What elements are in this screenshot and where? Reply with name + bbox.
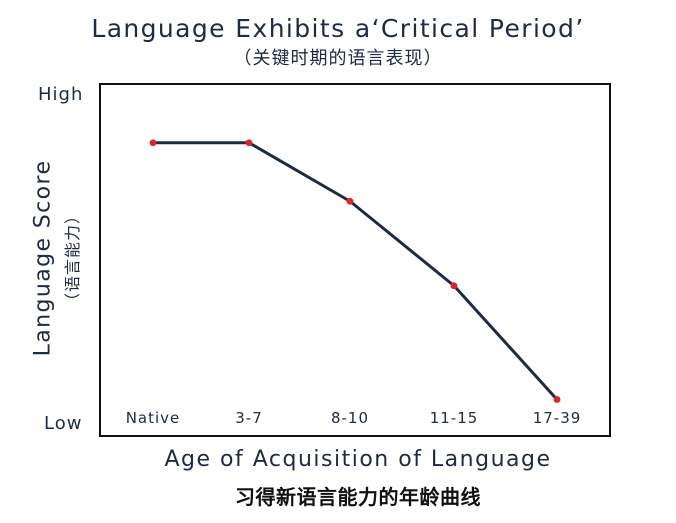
y-tick-low: Low (44, 413, 83, 434)
chart-subtitle: （关键时期的语言表现） (233, 48, 443, 69)
series-line (151, 141, 559, 401)
chart-title: Language Exhibits a‘Critical Period’ (91, 14, 585, 43)
data-point-3 (450, 282, 458, 290)
x-tick-label-2: 8-10 (331, 409, 369, 427)
x-axis-label: Age of Acquisition of Language (164, 447, 552, 472)
y-tick-high: High (38, 84, 84, 105)
plot-frame (99, 83, 611, 437)
x-tick-label-4: 17-39 (533, 409, 582, 427)
data-point-1 (245, 139, 253, 147)
x-tick-label-3: 11-15 (430, 409, 479, 427)
data-point-0 (149, 139, 157, 147)
x-tick-label-0: Native (126, 409, 181, 427)
data-point-4 (553, 396, 561, 403)
data-point-2 (346, 197, 354, 205)
x-tick-label-1: 3-7 (235, 409, 263, 427)
x-axis-label-secondary: 习得新语言能力的年龄曲线 (235, 485, 481, 509)
